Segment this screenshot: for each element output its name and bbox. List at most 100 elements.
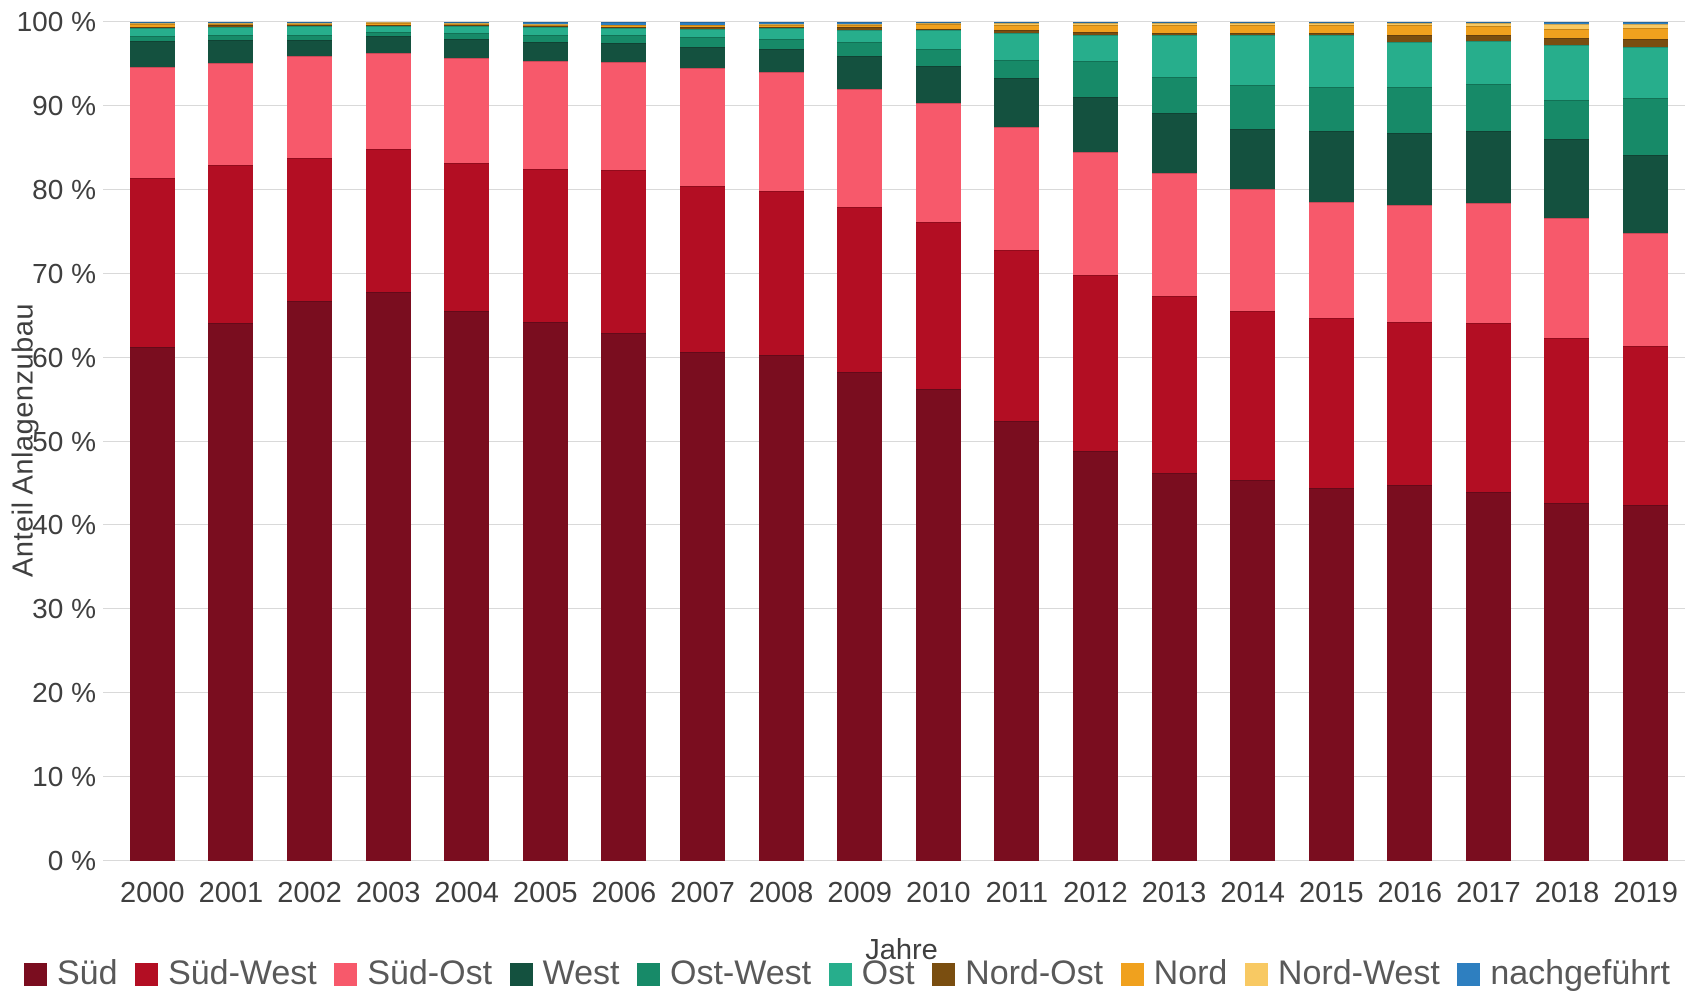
bar-segment xyxy=(679,22,725,25)
bar-segment xyxy=(365,292,411,861)
legend-label: Ost-West xyxy=(670,953,812,992)
bar-segment xyxy=(601,333,647,861)
bar-segment xyxy=(837,25,883,28)
bar-segment xyxy=(1151,295,1197,474)
bar-2009 xyxy=(837,22,883,861)
legend-swatch-icon xyxy=(1244,962,1268,986)
bar-segment xyxy=(994,78,1040,127)
bar-segment xyxy=(1151,173,1197,296)
bar-segment xyxy=(915,22,961,24)
x-tick-label: 2000 xyxy=(120,877,185,909)
legend-label: Süd xyxy=(57,953,118,992)
bar-segment xyxy=(1387,34,1433,43)
bar-segment xyxy=(601,25,647,28)
bar-segment xyxy=(286,23,332,26)
bar-segment xyxy=(915,23,961,29)
bar-segment xyxy=(601,27,647,28)
legend: Süd Süd-West Süd-Ost West Ost-West Ost Nord-Os… xyxy=(0,950,1694,996)
bar-segment xyxy=(129,178,175,347)
bar-segment xyxy=(365,26,411,33)
legend-item: Ost-West xyxy=(637,954,811,993)
bar-segment xyxy=(679,25,725,28)
bar-slot-2005 xyxy=(506,22,585,861)
bar-2004 xyxy=(444,22,490,861)
gridline xyxy=(103,21,1685,22)
legend-label: Nord-Ost xyxy=(965,953,1104,992)
bar-segment xyxy=(1623,97,1669,155)
bar-slot-2006 xyxy=(585,22,664,861)
bar-segment xyxy=(915,22,961,23)
bar-segment xyxy=(286,25,332,27)
bar-segment xyxy=(1465,26,1511,36)
legend-label: Nord xyxy=(1153,953,1228,992)
bar-segment xyxy=(758,23,804,26)
bar-segment xyxy=(1308,32,1354,36)
legend-item: West xyxy=(509,954,619,993)
bar-slot-2015 xyxy=(1292,22,1371,861)
bar-segment xyxy=(1308,487,1354,861)
bar-2017 xyxy=(1465,22,1511,861)
gridline xyxy=(103,104,1685,106)
legend-item: Süd xyxy=(24,954,118,993)
bar-segment xyxy=(444,162,490,312)
bar-segment xyxy=(994,59,1040,79)
y-tick-label: 70 % xyxy=(32,257,96,289)
bar-segment xyxy=(1308,22,1354,26)
bar-segment xyxy=(1623,345,1669,506)
bar-segment xyxy=(522,24,568,27)
y-tick-label: 10 % xyxy=(32,761,96,793)
bar-segment xyxy=(286,26,332,35)
bar-segment xyxy=(444,311,490,861)
bar-segment xyxy=(208,323,254,861)
bar-segment xyxy=(601,27,647,36)
bar-slot-2003 xyxy=(349,22,428,861)
bar-slot-2019 xyxy=(1606,22,1685,861)
bar-2001 xyxy=(208,22,254,861)
gridline xyxy=(103,692,1685,694)
bar-2019 xyxy=(1623,22,1669,861)
bar-segment xyxy=(1230,22,1276,26)
bar-segment xyxy=(208,22,254,23)
bar-segment xyxy=(915,103,961,222)
legend-swatch-icon xyxy=(24,962,47,986)
bar-segment xyxy=(837,371,883,861)
bar-slot-2004 xyxy=(427,22,506,861)
bar-segment xyxy=(837,27,883,30)
bar-segment xyxy=(758,27,804,28)
bar-segment xyxy=(1544,502,1590,861)
gridline xyxy=(103,356,1685,358)
bar-segment xyxy=(1465,323,1511,492)
bar-segment xyxy=(522,34,568,43)
legend-item: Nord-West xyxy=(1244,954,1440,993)
x-tick-label: 2007 xyxy=(670,877,735,909)
bar-segment xyxy=(679,24,725,26)
bar-segment xyxy=(679,68,725,187)
bar-segment xyxy=(522,322,568,861)
bar-segment xyxy=(679,351,725,861)
bar-segment xyxy=(522,61,568,169)
bar-segment xyxy=(208,164,254,324)
bar-segment xyxy=(1387,25,1433,35)
legend-swatch-icon xyxy=(828,962,852,986)
bar-2007 xyxy=(679,22,725,861)
bar-slot-2001 xyxy=(192,22,271,861)
bar-segment xyxy=(1465,22,1511,27)
bar-segment xyxy=(1387,22,1433,23)
bar-segment xyxy=(1544,28,1590,38)
bar-segment xyxy=(601,35,647,43)
bar-segment xyxy=(915,388,961,861)
bar-segment xyxy=(758,27,804,39)
bar-segment xyxy=(1230,189,1276,312)
bar-segment xyxy=(129,66,175,179)
bar-segment xyxy=(365,148,411,293)
legend-swatch-icon xyxy=(509,962,533,986)
bar-segment xyxy=(915,30,961,49)
bar-segment xyxy=(758,22,804,24)
bar-segment xyxy=(1387,132,1433,205)
bar-slot-2010 xyxy=(899,22,978,861)
bar-segment xyxy=(1230,311,1276,481)
bar-segment xyxy=(365,32,411,37)
bar-segment xyxy=(679,47,725,69)
y-axis-tick-labels: 0 % 10 % 20 % 30 % 40 % 50 % 60 % 70 % 80 % 90 % 1… xyxy=(0,6,100,876)
